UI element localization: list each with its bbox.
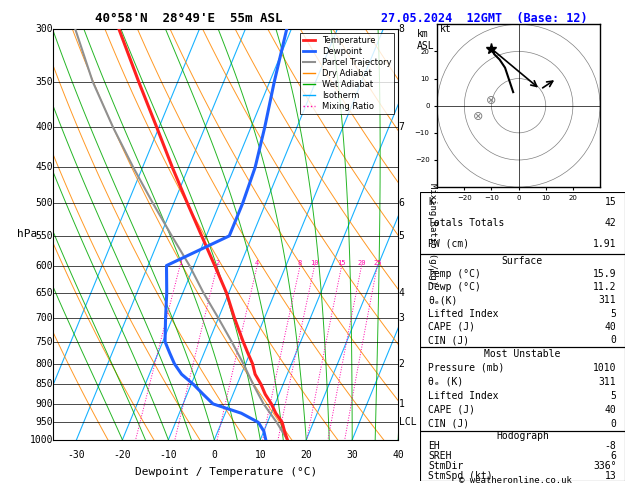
Text: Lifted Index: Lifted Index	[428, 391, 499, 400]
Text: CIN (J): CIN (J)	[428, 418, 469, 429]
Text: 10: 10	[254, 450, 266, 460]
Text: 27.05.2024  12GMT  (Base: 12): 27.05.2024 12GMT (Base: 12)	[381, 12, 587, 25]
Text: Totals Totals: Totals Totals	[428, 218, 504, 228]
Text: 42: 42	[604, 218, 616, 228]
Text: 450: 450	[35, 162, 53, 173]
Text: 336°: 336°	[593, 461, 616, 471]
Text: 311: 311	[599, 377, 616, 387]
Text: 5: 5	[611, 391, 616, 400]
Text: Surface: Surface	[502, 256, 543, 266]
Bar	[420, 347, 625, 431]
Text: kt: kt	[440, 24, 452, 35]
Text: StmDir: StmDir	[428, 461, 464, 471]
Text: 1000: 1000	[30, 435, 53, 445]
Text: 3: 3	[399, 313, 404, 323]
Text: 20: 20	[357, 260, 366, 265]
Text: 4: 4	[399, 288, 404, 298]
Text: 1010: 1010	[593, 363, 616, 373]
Text: 950: 950	[35, 417, 53, 427]
Text: 8: 8	[399, 24, 404, 34]
Text: Most Unstable: Most Unstable	[484, 348, 560, 359]
Text: K: K	[428, 197, 434, 208]
Text: 300: 300	[35, 24, 53, 34]
Text: 40: 40	[392, 450, 404, 460]
Text: CIN (J): CIN (J)	[428, 335, 469, 345]
Text: 900: 900	[35, 399, 53, 409]
Text: 500: 500	[35, 198, 53, 208]
Text: 350: 350	[35, 77, 53, 87]
Text: 1: 1	[178, 260, 182, 265]
Text: StmSpd (kt): StmSpd (kt)	[428, 471, 493, 481]
Text: 5: 5	[399, 231, 404, 241]
Text: 15: 15	[604, 197, 616, 208]
Text: 700: 700	[35, 313, 53, 323]
Text: Dewpoint / Temperature (°C): Dewpoint / Temperature (°C)	[135, 467, 317, 477]
Text: 0: 0	[211, 450, 217, 460]
Text: Dewp (°C): Dewp (°C)	[428, 282, 481, 292]
Text: ⊗: ⊗	[486, 94, 497, 107]
Text: 40: 40	[604, 322, 616, 332]
Text: 550: 550	[35, 231, 53, 241]
Text: EH: EH	[428, 441, 440, 451]
Text: Temp (°C): Temp (°C)	[428, 269, 481, 279]
Text: 30: 30	[347, 450, 358, 460]
Text: -20: -20	[114, 450, 131, 460]
Text: SREH: SREH	[428, 451, 452, 461]
Text: 2: 2	[399, 359, 404, 369]
Legend: Temperature, Dewpoint, Parcel Trajectory, Dry Adiabat, Wet Adiabat, Isotherm, Mi: Temperature, Dewpoint, Parcel Trajectory…	[300, 34, 394, 114]
Text: 40°58'N  28°49'E  55m ASL: 40°58'N 28°49'E 55m ASL	[95, 12, 282, 25]
Bar	[420, 254, 625, 347]
Text: 15.9: 15.9	[593, 269, 616, 279]
Text: 750: 750	[35, 337, 53, 347]
Bar	[420, 192, 625, 254]
Text: 2: 2	[215, 260, 220, 265]
Text: θₑ (K): θₑ (K)	[428, 377, 464, 387]
Text: -8: -8	[604, 441, 616, 451]
Text: Mixing Ratio (g/kg): Mixing Ratio (g/kg)	[428, 183, 437, 286]
Text: 650: 650	[35, 288, 53, 298]
Text: Hodograph: Hodograph	[496, 431, 549, 441]
Text: hPa: hPa	[18, 229, 38, 240]
Text: 6: 6	[399, 198, 404, 208]
Text: PW (cm): PW (cm)	[428, 239, 469, 249]
Text: 0: 0	[611, 335, 616, 345]
Text: 850: 850	[35, 380, 53, 389]
Text: 0: 0	[611, 418, 616, 429]
Text: θₑ(K): θₑ(K)	[428, 295, 458, 305]
Text: 7: 7	[399, 122, 404, 132]
Text: 20: 20	[301, 450, 312, 460]
Text: 13: 13	[604, 471, 616, 481]
Text: -10: -10	[160, 450, 177, 460]
Text: -30: -30	[68, 450, 86, 460]
Text: CAPE (J): CAPE (J)	[428, 404, 476, 415]
Text: 40: 40	[604, 404, 616, 415]
Text: 1: 1	[399, 399, 404, 409]
Bar	[420, 431, 625, 481]
Text: Lifted Index: Lifted Index	[428, 309, 499, 319]
Text: © weatheronline.co.uk: © weatheronline.co.uk	[459, 476, 572, 485]
Text: Pressure (mb): Pressure (mb)	[428, 363, 504, 373]
Text: 25: 25	[373, 260, 382, 265]
Text: 15: 15	[337, 260, 346, 265]
Text: 6: 6	[611, 451, 616, 461]
Text: 1.91: 1.91	[593, 239, 616, 249]
Text: ⊗: ⊗	[472, 110, 483, 123]
Text: 11.2: 11.2	[593, 282, 616, 292]
Text: 400: 400	[35, 122, 53, 132]
Text: 8: 8	[298, 260, 303, 265]
Text: LCL: LCL	[399, 417, 416, 427]
Text: CAPE (J): CAPE (J)	[428, 322, 476, 332]
Text: 800: 800	[35, 359, 53, 369]
Text: km
ASL: km ASL	[417, 29, 435, 51]
Text: 10: 10	[310, 260, 319, 265]
Text: 5: 5	[611, 309, 616, 319]
Text: 600: 600	[35, 260, 53, 271]
Text: 311: 311	[599, 295, 616, 305]
Text: 4: 4	[255, 260, 259, 265]
